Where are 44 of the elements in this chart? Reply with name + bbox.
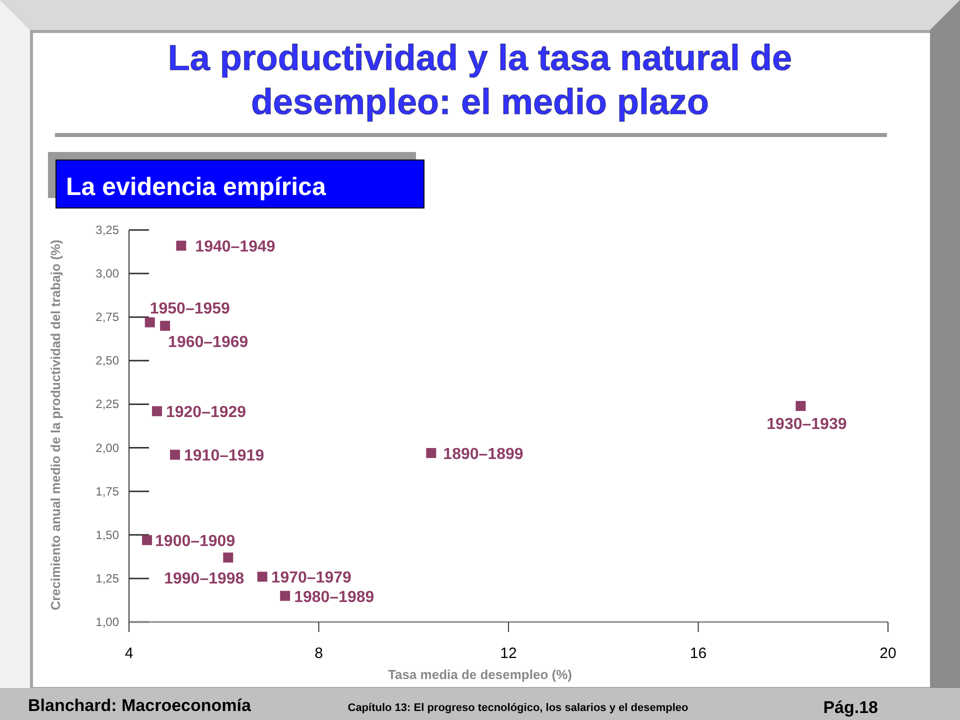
y-tick-label: 2,00 [96, 440, 120, 455]
annotation: 1930–1939 [766, 416, 847, 433]
annotation: 1890–1899 [443, 446, 524, 464]
x-tick-label: 20 [880, 645, 896, 662]
point [257, 572, 268, 582]
y-tick-label: 2,50 [96, 354, 120, 368]
point [796, 400, 806, 411]
annotation: 1960–1969 [168, 334, 248, 351]
y-tick-label: 2,25 [96, 397, 120, 412]
x-tick-label: 8 [314, 645, 323, 662]
y-tick-label: 1,00 [96, 615, 120, 629]
text: Pág.18 [823, 698, 878, 717]
text: Capítulo 13: El progreso tecnológico, los salarios y el desempleo [348, 702, 689, 714]
point [142, 535, 152, 546]
annotation: 1980–1989 [294, 588, 374, 606]
point [280, 590, 290, 601]
y-axis-title: Crecimiento anual medio de la productividad del trabajo (%) [48, 240, 63, 610]
y-tick-label: 2,75 [96, 310, 120, 324]
chart-title: La productividad y la tasa natural de desempleo: el medio plazo [168, 37, 792, 122]
point [176, 240, 186, 251]
point [223, 552, 234, 563]
annotation: 1920–1929 [166, 404, 246, 422]
point [144, 317, 155, 328]
x-tick-label: 4 [124, 645, 134, 662]
y-tick-label: 1,75 [96, 484, 120, 498]
y-tick-label: 1,50 [96, 528, 120, 542]
point [152, 406, 162, 416]
chart-subtitle: La evidencia empírica [66, 173, 327, 201]
y-tick-label: 3,25 [96, 223, 120, 237]
y-tick-label: 3,00 [96, 266, 120, 281]
annotation: 1970–1979 [271, 570, 352, 587]
point [426, 448, 436, 458]
point [170, 450, 180, 460]
x-tick-label: 12 [500, 645, 517, 662]
x-axis-title: Tasa media de desempleo (%) [388, 667, 572, 682]
text: Blanchard: Macroeconomía [28, 696, 252, 715]
annotation: 1900–1909 [155, 533, 236, 550]
point [160, 320, 170, 331]
annotation: 1910–1919 [184, 448, 264, 465]
annotation: 1990–1998 [164, 570, 244, 588]
x-tick-label: 16 [690, 645, 707, 662]
annotation: 1950–1959 [150, 300, 230, 318]
y-tick-label: 1,25 [96, 571, 120, 586]
annotation: 1940–1949 [195, 238, 276, 256]
